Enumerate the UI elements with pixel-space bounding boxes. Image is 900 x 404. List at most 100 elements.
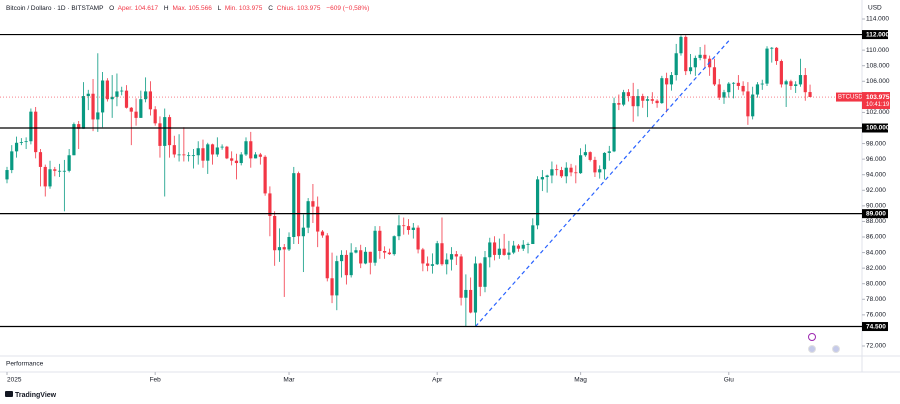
candle-body xyxy=(225,146,229,159)
candle-body xyxy=(292,173,296,237)
candle-body xyxy=(311,201,315,207)
candle-body xyxy=(172,145,176,155)
candle-body xyxy=(765,48,769,84)
symbol-tag xyxy=(836,92,862,102)
candle-body xyxy=(569,167,573,173)
y-tick-label: 110.000 xyxy=(866,47,889,54)
candle-body xyxy=(105,80,109,100)
level-label: 112.000 xyxy=(866,31,890,38)
candle-body xyxy=(144,91,148,100)
y-tick-label: 80.000 xyxy=(866,280,886,287)
candle-body xyxy=(363,251,368,264)
candle-body xyxy=(588,152,592,160)
brand: TradingView xyxy=(5,391,57,399)
last-price-tag xyxy=(862,92,890,110)
candle-body xyxy=(148,91,152,110)
candle-body xyxy=(81,96,86,129)
candle-body xyxy=(469,289,473,313)
candle-body xyxy=(24,141,28,143)
candle-body xyxy=(760,83,764,85)
candle-body xyxy=(402,225,406,227)
candle-body xyxy=(712,67,717,85)
candle-body xyxy=(727,83,731,93)
candle-body xyxy=(545,175,549,178)
candle-body xyxy=(273,215,277,251)
candle-body xyxy=(416,227,420,250)
candle-body xyxy=(210,144,215,155)
candle-body xyxy=(564,167,568,177)
candle-body xyxy=(665,78,669,85)
candle-body xyxy=(397,225,401,237)
candle-body xyxy=(650,99,654,101)
candle-body xyxy=(660,78,664,104)
y-tick-label: 96.000 xyxy=(866,156,886,163)
candle-body xyxy=(249,141,253,159)
candle-body xyxy=(703,54,707,59)
candle-body xyxy=(215,147,219,155)
candle-body xyxy=(101,80,105,113)
level-tag xyxy=(862,30,888,40)
candle-body xyxy=(464,289,468,298)
candle-body xyxy=(612,103,616,152)
candle-body xyxy=(488,242,492,258)
candle-body xyxy=(38,152,43,167)
candle-body xyxy=(325,235,329,279)
level-label: 89.000 xyxy=(866,210,886,217)
candle-body xyxy=(598,169,602,173)
candle-body xyxy=(354,250,358,253)
candle-body xyxy=(631,96,635,107)
candle-body xyxy=(531,225,535,245)
candle-body xyxy=(330,278,334,296)
y-tick-label: 92.000 xyxy=(866,187,886,194)
high-value: Max. 105.566 xyxy=(172,5,212,12)
candle-body xyxy=(789,81,793,86)
pane-label: Performance xyxy=(6,361,44,368)
candle-body xyxy=(96,112,100,120)
event-icon[interactable] xyxy=(808,345,816,353)
o-key: O xyxy=(109,5,114,12)
candle-body xyxy=(693,57,697,68)
candle-body xyxy=(19,142,23,143)
candle-body xyxy=(177,154,181,156)
candle-body xyxy=(751,94,755,117)
candle-body xyxy=(153,109,157,124)
candle-body xyxy=(507,252,511,255)
candle-body xyxy=(196,148,200,156)
candle-body xyxy=(622,92,626,105)
event-icon[interactable] xyxy=(832,345,840,353)
candle-body xyxy=(344,254,348,276)
brand-logo xyxy=(5,391,13,397)
candle-body xyxy=(559,170,564,177)
y-tick-label: 114.000 xyxy=(866,16,889,23)
candle-body xyxy=(497,248,501,255)
candle-body xyxy=(607,151,611,153)
candle-body xyxy=(86,93,90,97)
candle-body xyxy=(387,252,391,255)
candle-body xyxy=(115,91,119,97)
candle-body xyxy=(784,81,788,85)
x-tick-label: Giu xyxy=(724,377,735,384)
candle-body xyxy=(258,154,262,157)
candle-body xyxy=(91,93,95,120)
candle-body xyxy=(244,141,248,155)
y-tick-label: 88.000 xyxy=(866,218,886,225)
candle-body xyxy=(684,36,688,72)
candle-body xyxy=(139,99,143,118)
event-icon[interactable] xyxy=(808,333,816,341)
close-value: Chius. 103.975 xyxy=(277,5,321,12)
candle-body xyxy=(411,227,415,230)
candle-body xyxy=(29,111,33,142)
candle-body xyxy=(593,159,597,173)
candle-body xyxy=(755,84,760,95)
candle-body xyxy=(459,256,463,298)
candle-body xyxy=(120,90,124,92)
candle-body xyxy=(239,154,243,164)
trendline xyxy=(474,40,730,327)
candle-body xyxy=(14,142,19,152)
candle-body xyxy=(526,244,530,245)
candle-body xyxy=(426,263,430,266)
candle-body xyxy=(722,92,726,98)
candle-body xyxy=(774,47,779,62)
candle-body xyxy=(626,92,630,97)
